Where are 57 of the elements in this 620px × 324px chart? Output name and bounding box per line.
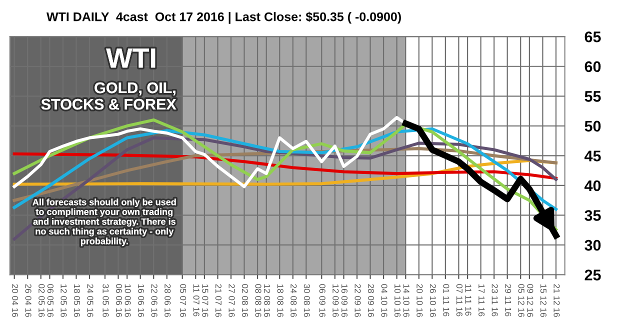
x-tick-label: 05 12 16 — [518, 284, 524, 317]
x-tick-label: 20 04 16 — [12, 284, 18, 317]
x-tick-label: 12 09 16 — [332, 284, 339, 317]
y-tick-label: 60 — [584, 61, 601, 72]
x-tick-label: 28 09 16 — [368, 284, 374, 317]
x-tick-label: 15 07 16 — [202, 284, 208, 317]
x-tick-label: 22 09 16 — [354, 284, 361, 317]
x-tick-label: 10 10 16 — [394, 284, 401, 317]
x-tick-label: 29 11 16 — [505, 284, 512, 316]
x-tick-label: 06 05 16 — [47, 284, 54, 317]
x-tick-label: 31 05 16 — [102, 284, 109, 317]
x-tick-label: 05 07 16 — [180, 284, 186, 317]
x-tick-label: 04 10 16 — [381, 284, 388, 317]
x-tick-label: 02 05 16 — [38, 284, 45, 317]
x-tick-label: 16 06 16 — [138, 284, 144, 317]
x-tick-label: 11 07 16 — [193, 284, 200, 316]
annotation: GOLD, OIL, STOCKS & FOREX — [41, 82, 176, 110]
y-tick-label: 30 — [584, 240, 601, 251]
x-tick-label: 26 04 16 — [25, 284, 32, 317]
x-tick-label: 18 05 16 — [74, 284, 80, 317]
x-tick-label: 16 09 16 — [341, 284, 348, 317]
x-tick-label: 22 06 16 — [151, 284, 158, 317]
y-tick-label: 65 — [584, 31, 601, 42]
x-tick-label: 12 05 16 — [60, 284, 67, 317]
x-tick-label: 14 10 16 — [403, 284, 410, 317]
x-tick-label: 06 09 16 — [319, 284, 326, 317]
x-tick-label: 07 11 16 — [456, 284, 462, 316]
y-tick-label: 45 — [584, 150, 601, 162]
chart-title: WTI DAILY 4cast Oct 17 2016 | Last Close: $50.35 ( -0.0900) — [46, 12, 401, 24]
x-tick-label: 27 07 16 — [228, 284, 235, 317]
x-tick-label: 18 08 16 — [277, 284, 284, 317]
x-tick-label: 15 12 16 — [540, 284, 546, 317]
x-tick-label: 01 11 16 — [443, 284, 450, 316]
x-tick-label: 23 11 16 — [492, 284, 498, 316]
x-tick-label: 24 05 16 — [87, 284, 94, 317]
x-tick-label: 08 08 16 — [255, 284, 262, 317]
x-tick-label: 20 10 16 — [416, 284, 423, 317]
x-tick-label: 09 12 16 — [527, 284, 534, 317]
x-tick-label: 02 08 16 — [242, 284, 248, 317]
x-tick-label: 21 07 16 — [215, 284, 222, 317]
x-tick-label: 12 08 16 — [264, 284, 270, 317]
y-tick-label: 25 — [584, 270, 601, 280]
y-tick-label: 50 — [584, 120, 601, 132]
x-tick-label: 24 08 16 — [290, 284, 297, 317]
annotation: WTI — [106, 48, 156, 68]
y-tick-label: 55 — [584, 91, 601, 102]
x-tick-label: 06 06 16 — [116, 284, 122, 317]
x-tick-label: 17 11 16 — [478, 284, 485, 316]
y-tick-label: 40 — [584, 180, 601, 192]
x-tick-label: 21 12 16 — [554, 284, 560, 317]
x-tick-label: 28 06 16 — [164, 284, 171, 317]
annotation: All forecasts should only be used to compliment your own trading and investment strategy. There is no such thing as certainty - only probability. — [32, 198, 176, 246]
x-tick-label: 11 11 16 — [465, 284, 472, 316]
x-tick-label: 10 06 16 — [124, 284, 131, 317]
x-tick-label: 30 08 16 — [304, 284, 310, 317]
x-tick-label: 26 10 16 — [430, 284, 436, 317]
y-tick-label: 35 — [584, 210, 601, 221]
